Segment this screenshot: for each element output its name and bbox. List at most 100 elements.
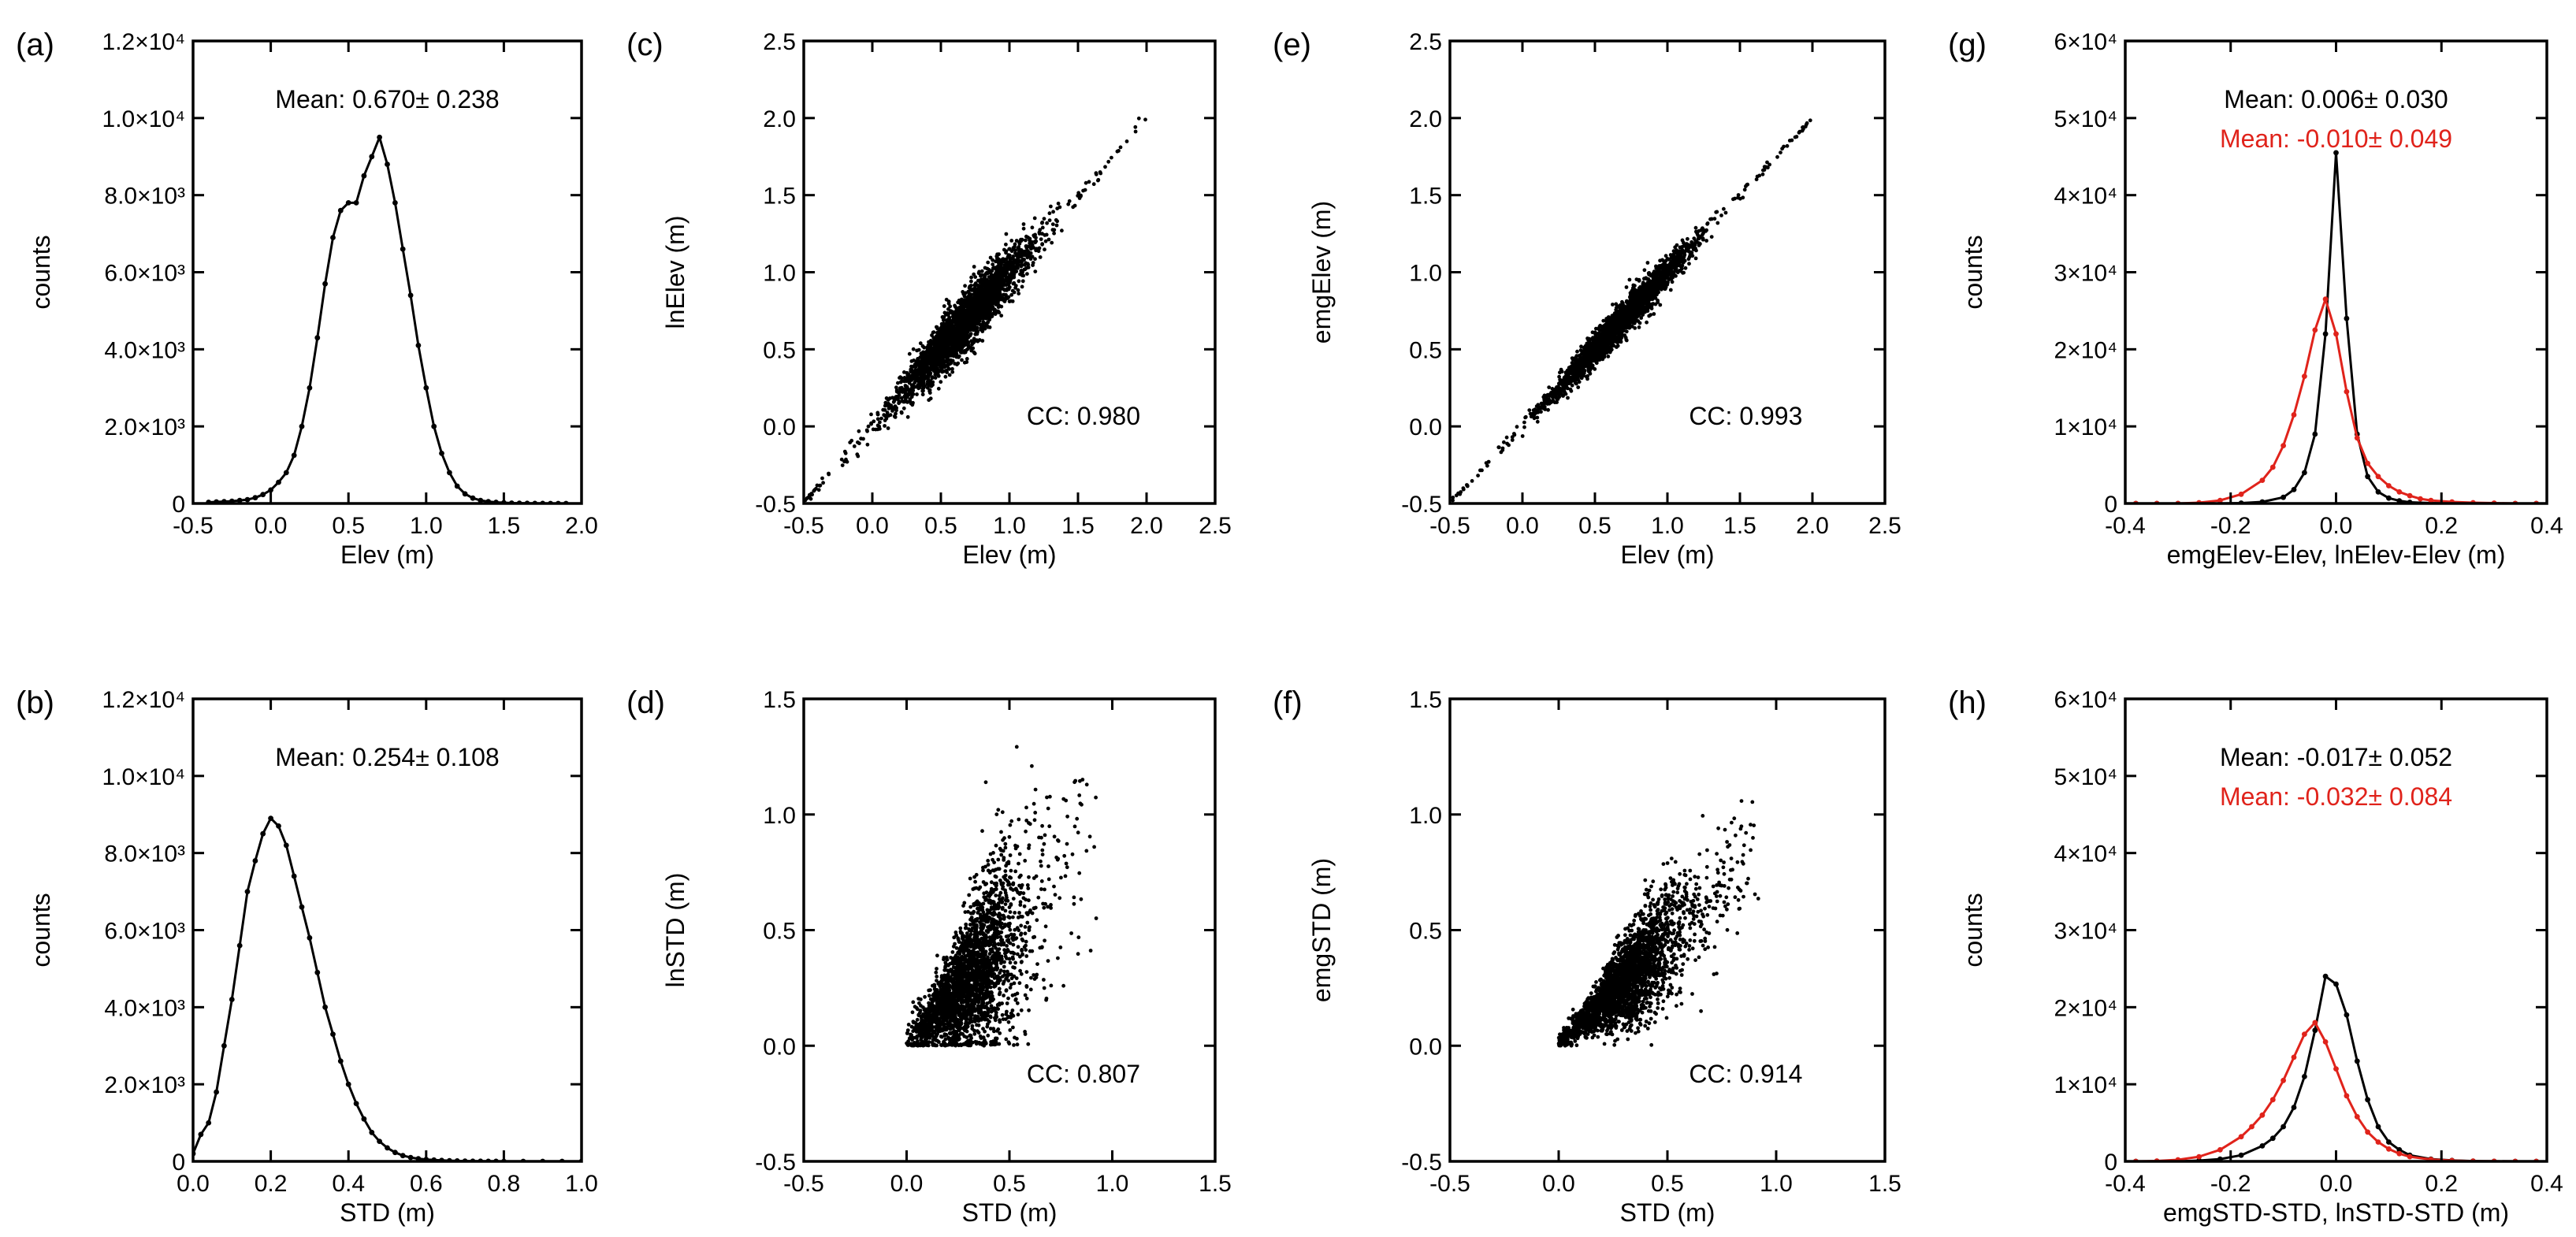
scatter-point — [1043, 901, 1047, 906]
scatter-point — [994, 275, 999, 280]
series-marker — [337, 207, 344, 214]
y-tick-label: 1.2×10⁴ — [102, 29, 185, 55]
scatter-point — [1002, 994, 1005, 997]
scatter-point — [1032, 876, 1036, 880]
x-tick-label: 0.5 — [924, 513, 957, 539]
scatter-point — [997, 992, 1002, 997]
scatter-point — [909, 364, 913, 369]
scatter-point — [927, 398, 931, 403]
scatter-point — [956, 974, 960, 978]
scatter-point — [1004, 989, 1009, 993]
annotation-text: CC: 0.980 — [1027, 402, 1140, 430]
scatter-point — [1009, 239, 1014, 243]
scatter-point — [983, 864, 987, 869]
x-tick-label: 0.6 — [410, 1171, 443, 1197]
scatter-point — [1028, 925, 1032, 929]
scatter-point — [1031, 263, 1035, 267]
scatter-point — [881, 407, 886, 412]
scatter-point — [1005, 895, 1009, 900]
scatter-point — [1025, 252, 1030, 257]
series-marker — [299, 423, 305, 429]
scatter-point — [991, 958, 996, 963]
scatter-point — [1024, 819, 1029, 823]
scatter-point — [998, 276, 1002, 280]
scatter-point — [969, 339, 974, 344]
scatter-point — [1009, 292, 1014, 297]
scatter-point — [983, 1017, 987, 1022]
scatter-point — [972, 964, 976, 968]
scatter-point — [972, 283, 977, 288]
scatter-point — [957, 1043, 961, 1048]
scatter-point — [962, 901, 967, 905]
scatter-point — [1016, 952, 1020, 957]
scatter-point — [971, 304, 975, 308]
scatter-point — [997, 290, 1001, 295]
scatter-point — [1029, 240, 1034, 244]
scatter-point — [943, 968, 948, 972]
scatter-point — [848, 440, 853, 444]
scatter-point — [977, 269, 981, 274]
scatter-point — [965, 297, 969, 301]
panel-a: -0.5 0.0 0.5 1.0 1.5 2.002.0×10³4.0×10³6.0×10… — [16, 28, 598, 569]
scatter-point — [931, 994, 936, 998]
scatter-point — [911, 384, 915, 388]
scatter-point — [1076, 952, 1080, 957]
scatter-point — [1020, 257, 1025, 262]
scatter-point — [994, 975, 998, 979]
scatter-point — [924, 1043, 929, 1047]
scatter-point — [878, 420, 882, 425]
scatter-point — [1022, 253, 1027, 258]
y-tick-label: 0 — [172, 1150, 185, 1176]
series-marker — [330, 1031, 336, 1037]
scatter-point — [1115, 149, 1120, 154]
scatter-point — [954, 351, 959, 356]
scatter-point — [1030, 225, 1035, 230]
scatter-point — [991, 1039, 995, 1044]
scatter-point — [960, 936, 965, 941]
scatter-point — [981, 321, 985, 325]
scatter-point — [1133, 129, 1138, 134]
scatter-point — [1004, 242, 1008, 247]
scatter-point — [994, 1010, 998, 1015]
scatter-point — [979, 310, 984, 314]
scatter-point — [988, 1015, 993, 1020]
scatter-point — [916, 376, 920, 381]
axes-frame — [802, 39, 1217, 505]
scatter-point — [963, 1005, 968, 1009]
scatter-point — [892, 399, 897, 403]
x-tick-label: 1.0 — [565, 1171, 598, 1197]
scatter-point — [970, 1001, 975, 1006]
y-tick-label: 0 — [172, 492, 185, 518]
scatter-point — [1028, 251, 1033, 255]
y-tick-label: 4.0×10³ — [104, 337, 185, 363]
scatter-point — [939, 987, 943, 991]
scatter-point — [959, 335, 964, 340]
scatter-point — [901, 406, 906, 410]
scatter-point — [968, 345, 972, 350]
scatter-point — [939, 344, 942, 349]
scatter-point — [1011, 915, 1015, 919]
scatter-point — [924, 351, 928, 355]
scatter-point — [956, 340, 960, 344]
scatter-point — [1016, 251, 1020, 256]
scatter-point — [970, 926, 975, 931]
scatter-point — [998, 1018, 1002, 1023]
scatter-point — [1049, 983, 1054, 988]
y-tick-label: 1.2×10⁴ — [102, 687, 185, 713]
scatter-point — [1018, 968, 1022, 973]
scatter-point — [982, 294, 987, 299]
scatter-point — [1011, 1025, 1015, 1030]
scatter-point — [1098, 170, 1102, 174]
scatter-point — [1006, 275, 1011, 280]
scatter-point — [975, 1023, 979, 1027]
y-tick-label: 6.0×10³ — [104, 261, 185, 287]
scatter-point — [915, 392, 919, 396]
scatter-point — [992, 301, 997, 305]
y-tick-label: 2.5 — [763, 29, 796, 55]
scatter-point — [1079, 193, 1083, 198]
scatter-point — [856, 440, 860, 444]
scatter-point — [987, 292, 991, 296]
scatter-point — [968, 284, 973, 288]
scatter-point — [920, 1019, 924, 1023]
